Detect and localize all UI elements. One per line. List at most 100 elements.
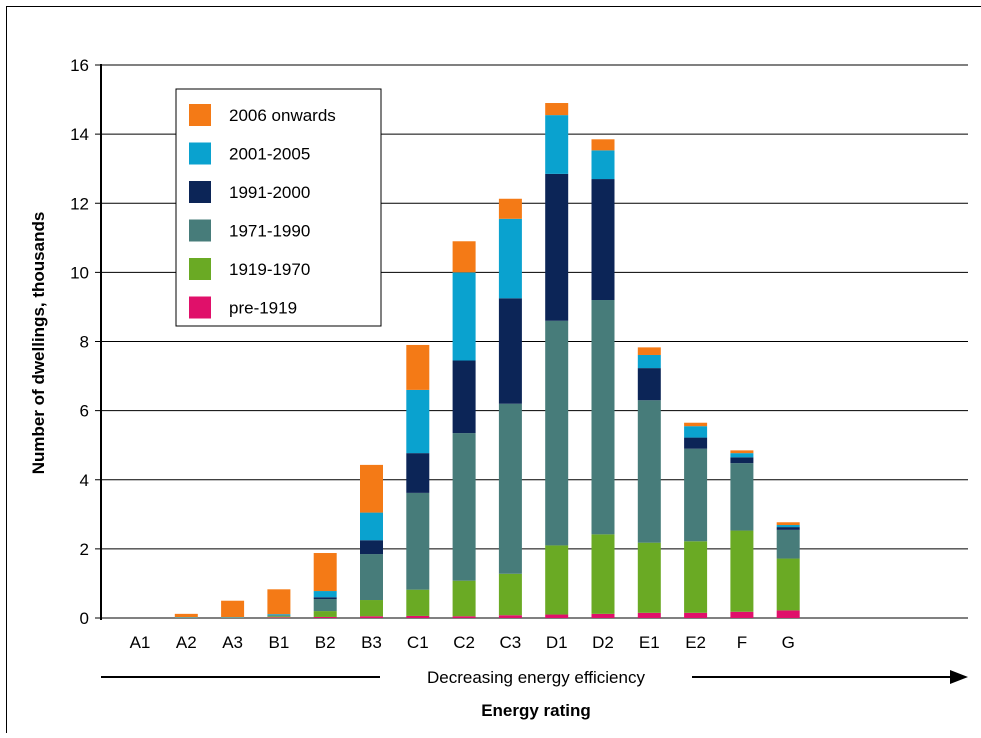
y-tick-labels: 0 2 4 6 8 10 12 14 16 xyxy=(70,56,89,628)
bar-segment xyxy=(267,616,291,618)
bar-segment xyxy=(637,612,661,618)
bar-segment xyxy=(637,542,661,613)
bar-segment xyxy=(637,400,661,543)
bar-segment xyxy=(498,298,522,404)
legend-swatch xyxy=(189,142,211,165)
bar-segment xyxy=(730,611,754,618)
x-tick-label: C2 xyxy=(453,633,475,652)
bar-segment xyxy=(360,554,383,601)
bar-segment xyxy=(684,422,708,427)
bar-segment xyxy=(545,614,569,618)
legend-swatch xyxy=(189,181,211,203)
bar-segment xyxy=(498,573,522,616)
bar-segment xyxy=(406,492,430,590)
bar-segment xyxy=(452,433,476,581)
bar-segment xyxy=(730,453,754,458)
bar-segment xyxy=(684,426,708,438)
bars-group xyxy=(174,103,800,618)
bar-segment xyxy=(313,611,337,617)
bar-segment xyxy=(545,320,569,546)
bar-segment xyxy=(221,600,245,618)
x-tick-label: F xyxy=(737,633,747,652)
bar-segment xyxy=(360,464,383,513)
x-tick-labels: A1 A2 A3 B1 B2 B3 C1 C2 C3 D1 D2 E1 E2 F G xyxy=(130,633,795,652)
bar-segment xyxy=(267,617,291,618)
bar-segment xyxy=(591,150,615,180)
bar-segment xyxy=(591,300,615,535)
x-tick-label: D2 xyxy=(592,633,614,652)
bar-segment xyxy=(313,553,337,592)
legend-label: 1991-2000 xyxy=(229,183,310,202)
bar-segment xyxy=(360,616,383,618)
bar-segment xyxy=(684,437,708,449)
bar-segment xyxy=(637,368,661,401)
legend-label: pre-1919 xyxy=(229,299,297,318)
x-tick-label: B1 xyxy=(269,633,290,652)
x-tick-label: B3 xyxy=(361,633,382,652)
bar-segment xyxy=(684,612,708,618)
legend-swatch xyxy=(189,104,211,126)
x-tick-label: D1 xyxy=(546,633,568,652)
y-tick-label: 0 xyxy=(80,609,89,628)
x-tick-label: C1 xyxy=(407,633,429,652)
bar-segment xyxy=(730,450,754,454)
x-tick-label: G xyxy=(782,633,795,652)
bar-segment xyxy=(498,403,522,574)
bar-segment xyxy=(498,198,522,219)
bar-segment xyxy=(776,558,800,611)
legend-swatch xyxy=(189,258,211,280)
bar-segment xyxy=(221,617,245,618)
bar-segment xyxy=(174,617,198,618)
bar-segment xyxy=(452,580,476,617)
y-tick-label: 16 xyxy=(70,56,89,75)
legend-label: 2001-2005 xyxy=(229,145,310,164)
bar-segment xyxy=(637,354,661,369)
bar-segment xyxy=(498,615,522,618)
x-tick-label: E1 xyxy=(639,633,660,652)
bar-segment xyxy=(267,589,291,615)
bar-segment xyxy=(313,616,337,618)
legend-label: 1971-1990 xyxy=(229,222,310,241)
y-tick-label: 8 xyxy=(80,333,89,352)
legend-label: 2006 onwards xyxy=(229,106,336,125)
bar-segment xyxy=(591,613,615,618)
bar-segment xyxy=(360,600,383,617)
bar-segment xyxy=(591,179,615,301)
bar-segment xyxy=(776,525,800,528)
bar-segment xyxy=(360,512,383,541)
bar-segment xyxy=(684,448,708,542)
y-tick-label: 2 xyxy=(80,540,89,559)
bar-segment xyxy=(498,218,522,299)
y-axis-label: Number of dwellings, thousands xyxy=(29,212,48,475)
bar-segment xyxy=(776,527,800,530)
x-axis-label: Energy rating xyxy=(481,701,591,720)
bar-segment xyxy=(776,529,800,559)
bar-segment xyxy=(591,534,615,614)
y-tick-label: 4 xyxy=(80,471,89,490)
legend-label: 1919-1970 xyxy=(229,260,310,279)
bar-segment xyxy=(452,241,476,273)
bar-segment xyxy=(406,389,430,454)
bar-segment xyxy=(360,540,383,555)
bar-segment xyxy=(730,463,754,531)
legend: 2006 onwards 2001-2005 1991-2000 1971-1990 1… xyxy=(175,88,382,327)
bar-segment xyxy=(313,597,337,599)
bar-segment xyxy=(730,530,754,612)
legend-swatch xyxy=(189,219,211,242)
y-tick-label: 10 xyxy=(70,263,89,282)
y-tick-label: 6 xyxy=(80,402,89,421)
y-tick-label: 12 xyxy=(70,194,89,213)
x-tick-label: A3 xyxy=(222,633,243,652)
bar-segment xyxy=(267,615,291,617)
bar-segment xyxy=(313,598,337,612)
bar-segment xyxy=(452,616,476,618)
x-tick-label: A1 xyxy=(130,633,151,652)
bar-segment xyxy=(545,103,569,116)
y-tick-label: 14 xyxy=(70,125,89,144)
bar-segment xyxy=(406,615,430,618)
bar-segment xyxy=(313,591,337,598)
x-tick-label: A2 xyxy=(176,633,197,652)
bar-segment xyxy=(452,272,476,361)
bar-segment xyxy=(684,541,708,613)
